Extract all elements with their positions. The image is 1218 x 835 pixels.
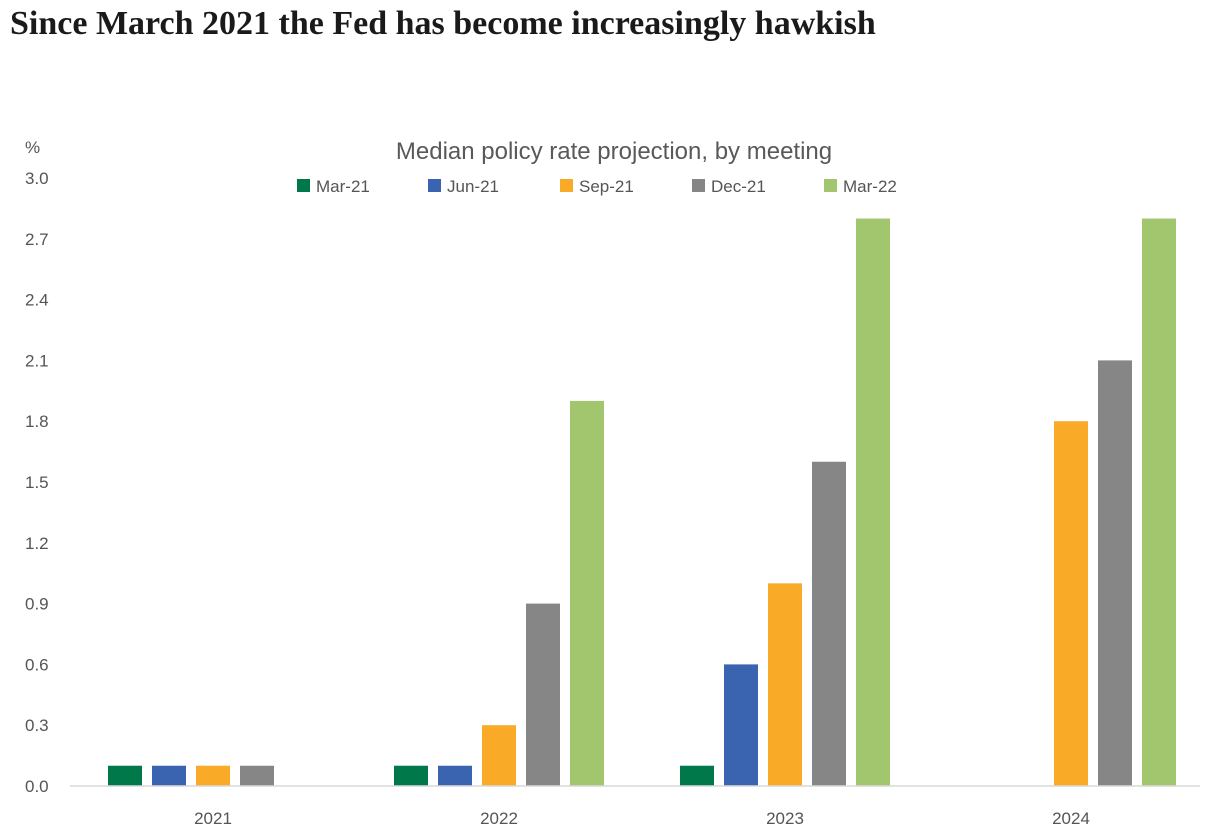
bar-jun-21-2023 xyxy=(724,664,758,786)
y-tick-label: 3.0 xyxy=(25,169,49,188)
bar-mar-21-2023 xyxy=(680,765,714,786)
bar-mar-22-2023 xyxy=(856,218,890,787)
bar-mar-21-2022 xyxy=(394,765,428,786)
x-tick-label: 2022 xyxy=(480,809,518,828)
legend: Mar-21 Jun-21 Sep-21 Dec-21 Mar-22 xyxy=(297,177,897,196)
bar-dec-21-2022 xyxy=(526,603,560,786)
chart-title: Median policy rate projection, by meetin… xyxy=(396,138,832,165)
bar-mar-22-2024 xyxy=(1142,218,1176,787)
y-tick-label: 2.7 xyxy=(25,230,49,249)
y-axis-unit-label: % xyxy=(25,138,40,157)
bar-sep-21-2024 xyxy=(1054,421,1088,786)
legend-label-jun-21: Jun-21 xyxy=(447,177,499,196)
y-tick-label: 0.9 xyxy=(25,595,49,614)
bar-jun-21-2021 xyxy=(152,765,186,786)
y-tick-label: 0.0 xyxy=(25,777,49,796)
bar-sep-21-2023 xyxy=(768,583,802,786)
legend-label-sep-21: Sep-21 xyxy=(579,177,634,196)
bar-dec-21-2021 xyxy=(240,765,274,786)
legend-swatch-mar-22 xyxy=(824,179,837,192)
bar-dec-21-2023 xyxy=(812,461,846,786)
y-tick-label: 1.2 xyxy=(25,534,49,553)
y-tick-label: 1.5 xyxy=(25,473,49,492)
page-headline: Since March 2021 the Fed has become incr… xyxy=(10,5,876,42)
y-axis-ticks: 0.0 0.3 0.6 0.9 1.2 1.5 1.8 2.1 2.4 2.7 3.0 xyxy=(25,169,49,796)
bar-sep-21-2021 xyxy=(196,765,230,786)
bar-dec-21-2024 xyxy=(1098,360,1132,786)
bar-jun-21-2022 xyxy=(438,765,472,786)
y-tick-label: 0.6 xyxy=(25,655,49,674)
y-tick-label: 1.8 xyxy=(25,412,49,431)
legend-label-mar-22: Mar-22 xyxy=(843,177,897,196)
bar-mar-22-2022 xyxy=(570,400,604,786)
x-tick-label: 2024 xyxy=(1052,809,1090,828)
x-tick-label: 2023 xyxy=(766,809,804,828)
legend-label-dec-21: Dec-21 xyxy=(711,177,766,196)
legend-swatch-sep-21 xyxy=(560,179,573,192)
bars xyxy=(108,218,1176,787)
y-tick-label: 0.3 xyxy=(25,716,49,735)
legend-swatch-mar-21 xyxy=(297,179,310,192)
legend-swatch-jun-21 xyxy=(428,179,441,192)
legend-swatch-dec-21 xyxy=(692,179,705,192)
x-tick-label: 2021 xyxy=(194,809,232,828)
bar-mar-21-2021 xyxy=(108,765,142,786)
bar-sep-21-2022 xyxy=(482,725,516,786)
x-axis-ticks: 2021 2022 2023 2024 xyxy=(194,809,1090,828)
legend-label-mar-21: Mar-21 xyxy=(316,177,370,196)
y-tick-label: 2.1 xyxy=(25,351,49,370)
y-tick-label: 2.4 xyxy=(25,291,49,310)
